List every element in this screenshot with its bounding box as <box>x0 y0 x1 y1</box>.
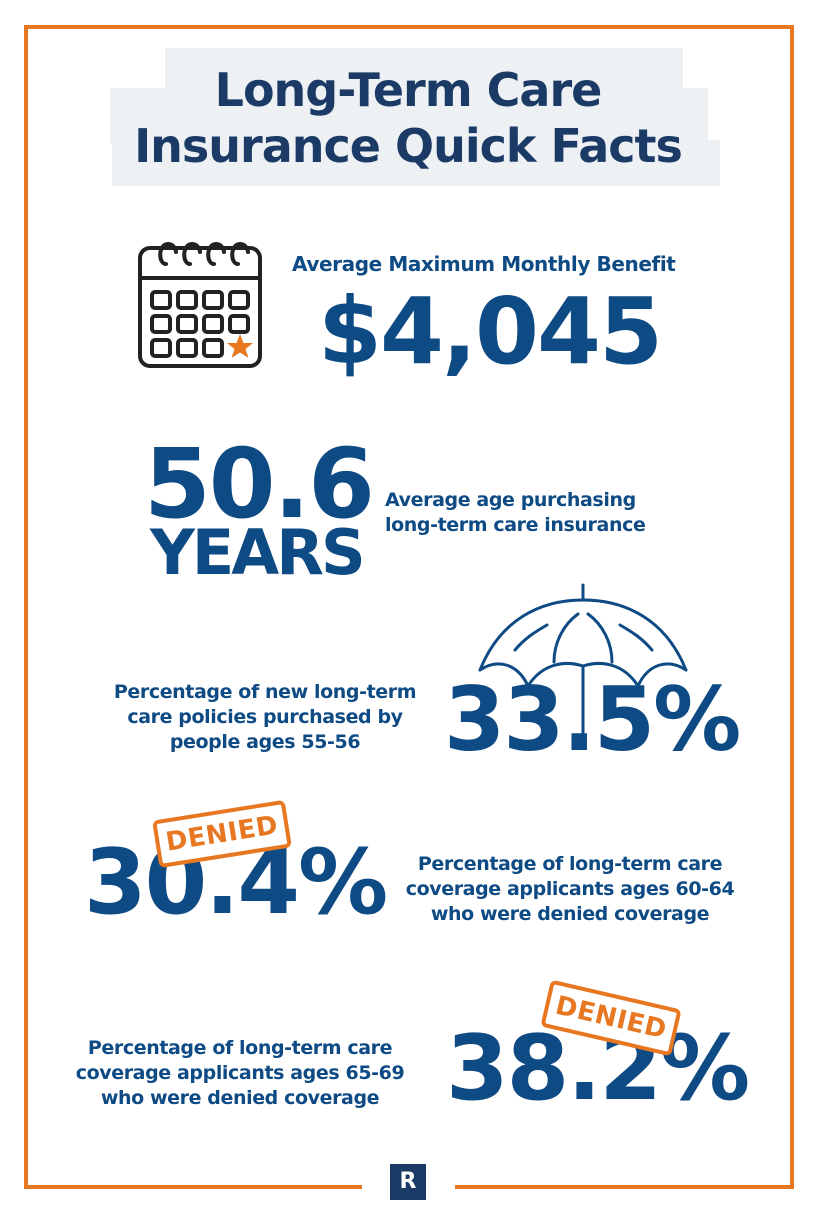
policies-value: 33.5% <box>444 668 741 771</box>
monthly-benefit-label: Average Maximum Monthly Benefit <box>292 252 676 276</box>
title-brush-background <box>110 88 708 144</box>
policies-label-line-2: care policies purchased by <box>127 706 403 728</box>
brand-logo: R <box>390 1164 426 1200</box>
title-brush-background <box>165 48 683 92</box>
frame-border-right <box>790 25 794 1189</box>
policies-label-line-1: Percentage of new long-term <box>113 681 417 703</box>
calendar-star-icon <box>138 241 262 368</box>
title-brush-background <box>112 140 720 186</box>
denied-65-69-label-line-2: coverage applicants ages 65-69 <box>75 1062 405 1084</box>
frame-border-top <box>24 25 794 29</box>
denied-65-69-label-line-1: Percentage of long-term care <box>87 1037 393 1059</box>
page-title-line-1: Long-Term Care <box>214 63 603 117</box>
frame-border-left <box>24 25 28 1189</box>
average-age-label-line-1: Average age purchasing <box>385 489 636 511</box>
umbrella-icon <box>478 583 688 742</box>
policies-label-line-3: people ages 55-56 <box>169 731 361 753</box>
average-age-unit: YEARS <box>150 516 366 589</box>
star-icon <box>227 334 253 358</box>
denied-60-64-label-line-1: Percentage of long-term care <box>417 853 723 875</box>
frame-border-bottom-left <box>24 1185 362 1189</box>
average-age-value: 50.6 <box>144 428 375 540</box>
denied-65-69-label-line-3: who were denied coverage <box>100 1087 380 1109</box>
denied-60-64-label-line-2: coverage applicants ages 60-64 <box>405 878 735 900</box>
denied-60-64-label-line-3: who were denied coverage <box>430 903 710 925</box>
page-title-line-2: Insurance Quick Facts <box>134 119 683 173</box>
frame-border-bottom-right <box>455 1185 794 1189</box>
average-age-label-line-2: long-term care insurance <box>385 514 646 536</box>
monthly-benefit-value: $4,045 <box>318 278 663 385</box>
